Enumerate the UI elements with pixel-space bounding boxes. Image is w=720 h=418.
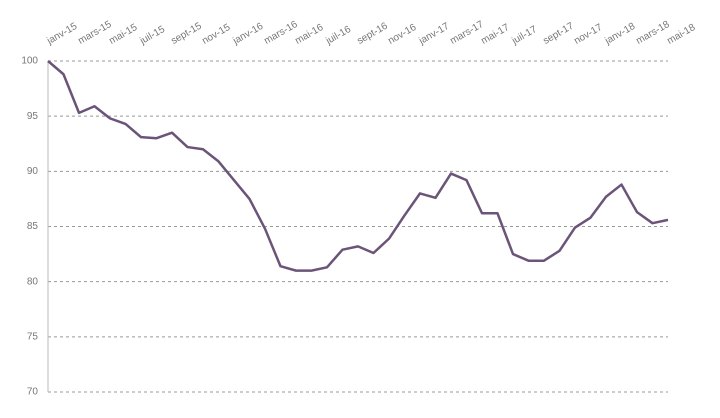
x-tick-label: juil-17: [509, 24, 539, 48]
x-tick-label: juil-15: [137, 24, 167, 48]
x-tick-label: juil-16: [323, 24, 353, 48]
x-tick-label: mars-17: [448, 19, 486, 47]
y-tick-label: 90: [27, 166, 39, 177]
x-tick-label: nov-17: [572, 22, 604, 47]
x-tick-label: mai-15: [107, 22, 139, 47]
x-tick-label: janv-15: [44, 21, 79, 48]
x-tick-label: mars-15: [76, 19, 114, 47]
y-tick-label: 70: [27, 387, 39, 398]
x-tick-label: sept-16: [355, 20, 390, 46]
x-tick-label: mai-16: [293, 22, 325, 47]
x-tick-label: sept-17: [541, 20, 576, 46]
y-tick-label: 80: [27, 276, 39, 287]
x-tick-label: janv-18: [602, 21, 637, 48]
y-tick-label: 100: [21, 56, 38, 67]
line: [47, 60, 669, 272]
x-tick-label: janv-16: [230, 21, 265, 48]
y-tick-label: 85: [27, 221, 39, 232]
x-tick-label: mai-18: [665, 22, 697, 47]
y-tick-label: 95: [27, 111, 39, 122]
x-tick-label: nov-16: [386, 22, 418, 47]
x-tick-label: janv-17: [416, 21, 451, 48]
x-tick-label: sept-15: [169, 20, 204, 46]
x-tick-label: nov-15: [200, 22, 232, 47]
x-tick-label: mai-17: [479, 22, 511, 47]
x-tick-label: mars-16: [262, 19, 300, 47]
y-tick-label: 75: [27, 331, 39, 342]
x-tick-label: mars-18: [634, 19, 672, 47]
